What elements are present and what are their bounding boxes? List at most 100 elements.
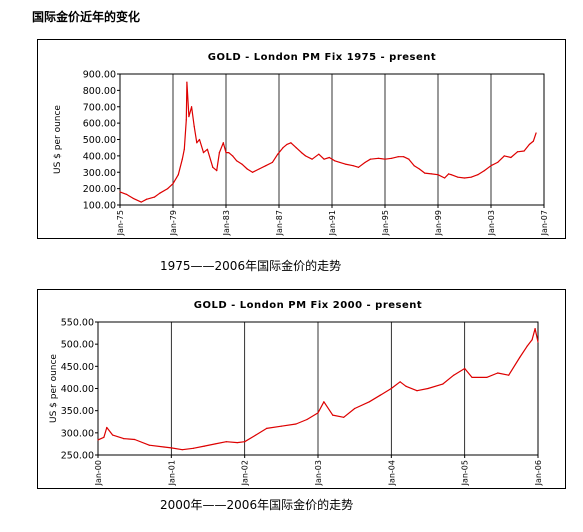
data-point bbox=[145, 198, 148, 200]
data-point bbox=[186, 81, 188, 83]
chart-title: GOLD - London PM Fix 1975 - present bbox=[208, 52, 436, 63]
data-point bbox=[203, 445, 205, 447]
data-point bbox=[537, 341, 539, 343]
data-point bbox=[290, 142, 292, 144]
data-point bbox=[225, 152, 227, 154]
data-point bbox=[369, 158, 372, 160]
x-tick-label: Jan-04 bbox=[387, 460, 396, 486]
data-point bbox=[463, 177, 466, 179]
data-point bbox=[416, 390, 418, 392]
data-point bbox=[304, 155, 307, 157]
data-point bbox=[214, 443, 216, 445]
data-point bbox=[339, 161, 341, 164]
data-point bbox=[123, 437, 125, 440]
data-point bbox=[192, 447, 194, 449]
y-tick-label: 200.00 bbox=[83, 184, 116, 195]
data-point bbox=[206, 148, 209, 150]
data-point bbox=[300, 152, 303, 154]
data-point bbox=[532, 140, 534, 142]
data-point bbox=[212, 166, 214, 168]
data-point bbox=[391, 157, 393, 159]
data-point bbox=[244, 441, 246, 443]
data-point bbox=[526, 345, 528, 347]
y-tick-label: 250.00 bbox=[61, 451, 94, 462]
data-point bbox=[390, 387, 392, 390]
chart-title: GOLD - London PM Fix 2000 - present bbox=[194, 300, 422, 311]
data-point bbox=[277, 153, 279, 155]
gold-chart-2000-present: GOLD - London PM Fix 2000 - present 550.0… bbox=[49, 300, 543, 486]
data-point bbox=[418, 168, 421, 170]
data-point bbox=[508, 374, 510, 376]
data-point bbox=[163, 446, 165, 448]
x-tick-label: Jan-01 bbox=[167, 460, 176, 486]
data-point bbox=[228, 152, 230, 154]
page-title: 国际金价近年的变化 bbox=[32, 10, 141, 24]
data-point bbox=[181, 449, 183, 451]
data-point bbox=[193, 125, 195, 127]
data-point bbox=[246, 168, 248, 170]
data-point bbox=[534, 328, 536, 330]
data-point bbox=[503, 155, 505, 157]
data-point bbox=[323, 158, 325, 160]
data-point bbox=[170, 447, 172, 449]
data-point bbox=[266, 427, 268, 429]
x-tick-label: Jan-95 bbox=[381, 210, 390, 236]
data-point bbox=[218, 152, 220, 154]
data-point bbox=[225, 441, 227, 443]
data-point bbox=[402, 156, 405, 158]
data-point bbox=[448, 173, 450, 175]
y-tick-label: 900.00 bbox=[83, 70, 116, 81]
data-point bbox=[241, 163, 243, 165]
data-point bbox=[477, 174, 479, 176]
x-tick-label: Jan-03 bbox=[487, 210, 496, 236]
gold-chart-1975-present: GOLD - London PM Fix 1975 - present 900.0… bbox=[53, 52, 549, 236]
data-point bbox=[198, 138, 201, 141]
data-point bbox=[343, 416, 345, 418]
y-tick-label: 500.00 bbox=[83, 135, 116, 146]
data-point bbox=[364, 161, 366, 164]
chart-frame-1975: GOLD - London PM Fix 1975 - present 900.0… bbox=[37, 39, 566, 239]
data-point bbox=[379, 394, 381, 396]
data-point bbox=[216, 170, 218, 172]
data-point bbox=[97, 439, 99, 441]
data-point bbox=[280, 425, 282, 427]
data-point bbox=[444, 177, 446, 179]
y-tick-label: 400.00 bbox=[61, 384, 94, 395]
data-point bbox=[483, 170, 485, 172]
y-tick-label: 350.00 bbox=[61, 406, 94, 417]
y-tick-label: 300.00 bbox=[61, 428, 94, 439]
data-point bbox=[286, 143, 288, 146]
y-tick-label: 800.00 bbox=[83, 86, 116, 97]
data-point bbox=[377, 157, 379, 159]
data-point bbox=[106, 426, 108, 429]
data-point bbox=[490, 165, 492, 167]
data-point bbox=[167, 188, 169, 190]
series-line bbox=[119, 81, 537, 203]
data-point bbox=[183, 148, 185, 150]
data-point bbox=[318, 153, 320, 155]
data-point bbox=[344, 163, 346, 165]
x-tick-label: Jan-05 bbox=[461, 460, 470, 486]
data-point bbox=[222, 142, 224, 144]
data-point bbox=[510, 156, 512, 159]
data-point bbox=[140, 201, 142, 203]
data-point bbox=[519, 356, 521, 359]
data-point bbox=[295, 147, 297, 149]
x-tick-label: Jan-03 bbox=[314, 460, 323, 486]
data-point bbox=[408, 158, 410, 160]
y-tick-label: 600.00 bbox=[83, 119, 116, 130]
data-point bbox=[148, 444, 150, 446]
data-point bbox=[265, 165, 267, 167]
data-point bbox=[352, 165, 354, 167]
data-point bbox=[103, 436, 105, 438]
data-point bbox=[397, 156, 399, 158]
data-point bbox=[323, 401, 325, 403]
data-point bbox=[236, 441, 238, 444]
data-point bbox=[317, 412, 319, 414]
y-tick-label: 400.00 bbox=[83, 151, 116, 162]
data-point bbox=[306, 418, 308, 421]
data-point bbox=[181, 158, 183, 160]
data-point bbox=[255, 434, 257, 436]
y-tick-label: 550.00 bbox=[61, 318, 94, 329]
x-tick-label: Jan-06 bbox=[534, 460, 543, 486]
